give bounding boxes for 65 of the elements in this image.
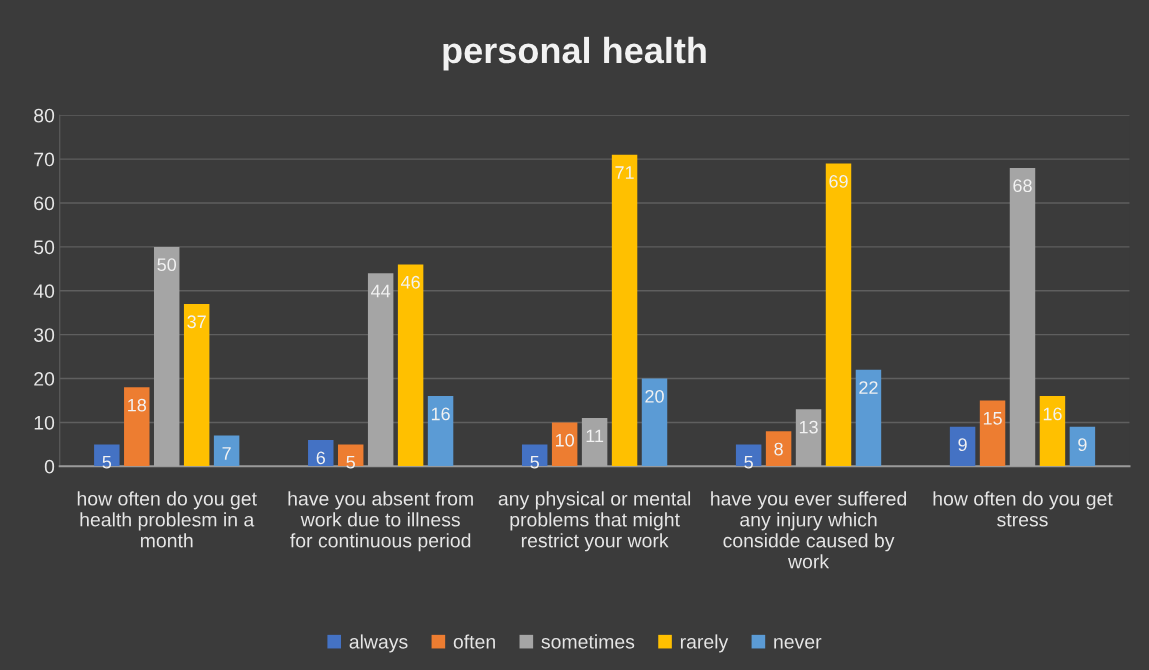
bar <box>337 444 364 467</box>
x-tick-label: how often do you get health problesm in a month <box>77 491 257 548</box>
legend-label: sometimes <box>541 634 635 649</box>
bar <box>735 444 762 467</box>
x-tick-label: have you ever suffered any injury which considde caused by work <box>711 491 907 569</box>
bar <box>979 400 1006 467</box>
data-label: 71 <box>615 166 634 179</box>
bar <box>611 154 638 467</box>
y-tick-label: 70 <box>34 152 55 167</box>
bar <box>949 426 976 467</box>
data-label: 68 <box>1013 179 1032 193</box>
data-label: 5 <box>346 455 355 469</box>
data-label: 8 <box>774 442 783 456</box>
bar <box>213 435 240 467</box>
data-label: 7 <box>222 447 231 460</box>
bar <box>427 396 454 467</box>
data-label: 69 <box>829 174 848 188</box>
y-tick-label: 30 <box>34 328 55 342</box>
y-tick-label: 10 <box>34 415 55 430</box>
y-tick-label: 60 <box>34 196 55 211</box>
data-label: 5 <box>102 455 112 469</box>
legend-label: rarely <box>680 634 729 653</box>
bar <box>825 163 852 467</box>
legend-label: always <box>349 634 408 653</box>
data-label: 16 <box>431 407 450 421</box>
data-label: 5 <box>530 455 539 469</box>
data-label: 13 <box>799 420 818 434</box>
data-label: 20 <box>645 389 664 403</box>
data-label: 22 <box>859 381 878 394</box>
y-tick-label: 20 <box>34 372 55 386</box>
bar <box>551 422 578 467</box>
data-label: 5 <box>744 455 753 469</box>
legend-label: never <box>774 638 822 649</box>
data-label: 46 <box>400 275 420 289</box>
bar <box>521 444 548 467</box>
bar <box>1069 426 1096 467</box>
bar <box>183 303 210 467</box>
data-label: 18 <box>128 398 147 412</box>
y-tick-label: 40 <box>33 284 55 299</box>
bar <box>397 264 424 467</box>
bar <box>1039 396 1066 467</box>
bar <box>765 431 792 467</box>
data-label: 37 <box>187 315 206 329</box>
y-tick-label: 0 <box>44 459 55 474</box>
data-label: 16 <box>1043 407 1062 421</box>
data-label: 10 <box>555 433 574 447</box>
data-label: 50 <box>157 258 177 272</box>
bar <box>855 369 882 467</box>
x-tick-label: any physical or mental problems that might restrict your work <box>498 491 691 552</box>
data-label: 9 <box>958 438 967 452</box>
data-label: 9 <box>1078 438 1087 452</box>
chart-title: personal health <box>443 36 706 71</box>
data-label: 15 <box>983 412 1002 425</box>
bar <box>641 378 668 467</box>
bar <box>94 444 120 467</box>
x-tick-label: have you absent from work due to illness for continuous period <box>288 491 473 552</box>
x-tick-label: how often do you get stress <box>933 491 1113 527</box>
data-label: 6 <box>316 451 325 465</box>
data-label: 11 <box>586 429 604 443</box>
y-tick-label: 80 <box>34 108 55 123</box>
data-label: 44 <box>371 284 391 298</box>
y-tick-label: 50 <box>34 240 55 255</box>
bar <box>124 387 150 467</box>
legend-label: often <box>453 634 495 649</box>
bar <box>308 439 334 467</box>
